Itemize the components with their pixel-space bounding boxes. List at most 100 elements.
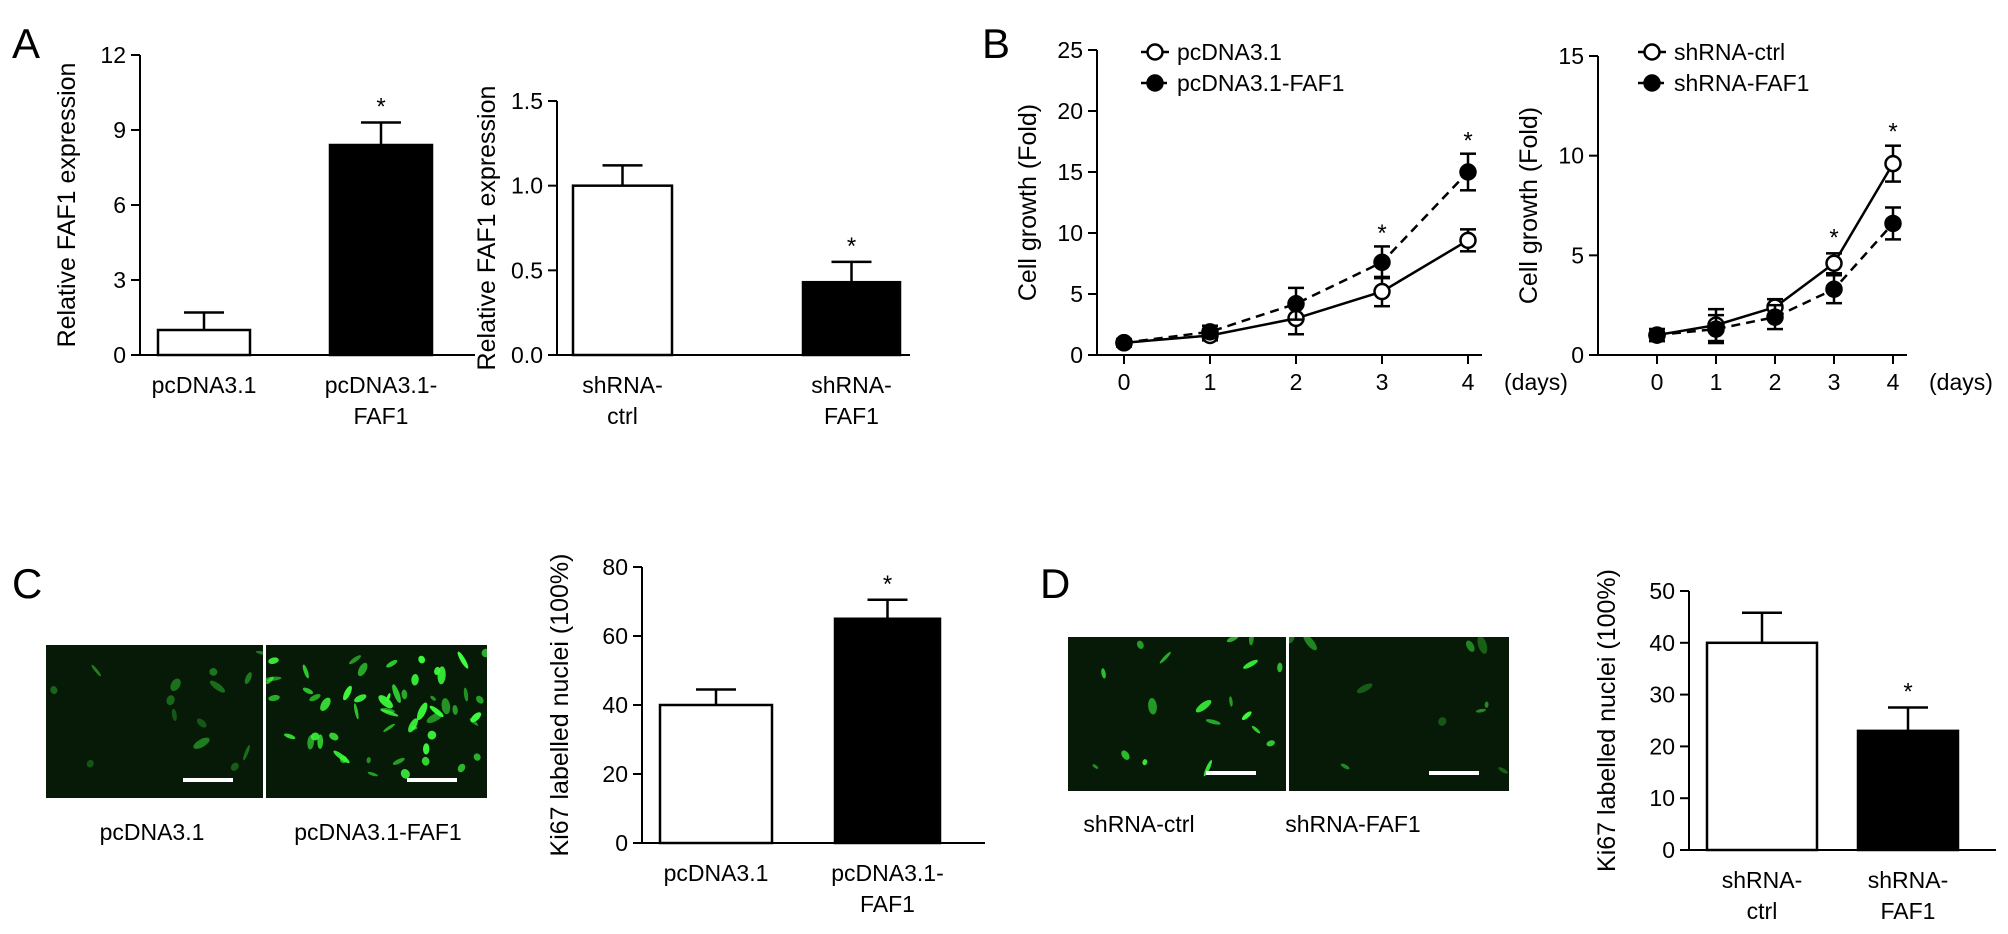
y-tick-label: 80: [602, 554, 628, 580]
panel-label-b: B: [982, 20, 1010, 67]
fluorescent-cell: [1277, 662, 1283, 673]
fluorescent-cell: [302, 664, 309, 679]
x-category-label: pcDNA3.1: [664, 860, 769, 886]
fluorescent-cell: [441, 698, 451, 715]
y-tick-label: 0: [615, 830, 628, 856]
x-unit-label: (days): [1929, 369, 1993, 395]
fluorescent-cell: [392, 684, 401, 703]
chart-b2-cell-growth: 0 5 10 15 Cell growth (Fold) 0 1 2 3 4 (days) shRNA…: [1515, 39, 1993, 395]
panel-label-a: A: [12, 20, 40, 67]
scale-bar: [407, 778, 457, 782]
micrograph-background: [1289, 637, 1509, 791]
fluorescent-cell: [1475, 708, 1486, 713]
x-category-label: shRNA-: [811, 372, 892, 398]
legend-marker: [1146, 74, 1164, 92]
fluorescent-cell: [457, 763, 466, 773]
data-point: [1825, 254, 1843, 273]
micrograph-background: [266, 645, 487, 798]
y-tick-label: 0: [1571, 342, 1584, 368]
fluorescent-cell: [209, 680, 226, 693]
data-point: [1766, 308, 1784, 326]
fluorescent-cell: [1251, 725, 1261, 734]
fluorescent-cell: [463, 687, 469, 702]
fluorescent-cell: [378, 695, 393, 709]
y-tick-label: 3: [113, 267, 126, 293]
fluorescent-cell: [1203, 760, 1213, 777]
y-tick-label: 0.0: [511, 342, 543, 368]
fluorescent-cell: [1243, 659, 1258, 669]
micro-caption-c-left: pcDNA3.1: [100, 819, 205, 845]
fluorescent-cell: [243, 745, 250, 761]
x-category-label: ctrl: [607, 403, 638, 429]
fluorescent-cell: [91, 664, 102, 677]
fluorescent-cell: [244, 672, 252, 685]
fluorescent-cell: [357, 662, 368, 677]
fluorescent-cell: [473, 753, 481, 761]
micrograph-image: [1068, 637, 1286, 791]
micrograph-background: [1068, 637, 1286, 791]
micrograph-image: [46, 645, 263, 798]
fluorescent-cell: [380, 707, 395, 713]
fluorescent-cell: [366, 757, 371, 764]
legend-marker: [1643, 43, 1661, 61]
bar: [571, 184, 674, 357]
y-tick-label: 25: [1057, 37, 1083, 63]
data-point: [1648, 326, 1666, 344]
x-category-label: ctrl: [1747, 898, 1778, 924]
y-tick-label: 5: [1571, 242, 1584, 268]
y-axis-label: Ki67 labelled nuclei (100%): [1593, 569, 1621, 872]
y-tick-label: 12: [100, 42, 126, 68]
x-tick-label: 4: [1462, 369, 1475, 395]
data-point: [1884, 214, 1902, 233]
fluorescent-cell: [171, 708, 177, 721]
data-point: [1373, 253, 1391, 272]
x-category-label: pcDNA3.1: [152, 372, 257, 398]
fluorescent-cell: [410, 726, 418, 730]
fluorescent-cell: [1205, 719, 1221, 725]
fluorescent-cell: [283, 733, 296, 740]
fluorescent-cell: [1101, 668, 1106, 679]
fluorescent-cell: [320, 697, 331, 711]
fluorescent-cell: [1142, 759, 1148, 766]
y-axis-label: Cell growth (Fold): [1014, 104, 1042, 301]
micrograph-shrna-ctrl: [1068, 637, 1286, 791]
fluorescent-cell: [481, 648, 487, 658]
legend-marker: [1146, 43, 1164, 61]
micro-caption-c-right: pcDNA3.1-FAF1: [294, 819, 461, 845]
data-point: [1884, 154, 1902, 173]
y-tick-label: 40: [1649, 630, 1675, 656]
fluorescent-cell: [1266, 740, 1275, 747]
legend-entry: pcDNA3.1: [1177, 39, 1282, 65]
fluorescent-cell: [418, 655, 426, 664]
fluorescent-cell: [421, 756, 430, 766]
panel-label-c: C: [12, 560, 42, 607]
fluorescent-cell: [268, 694, 280, 702]
scale-bar: [183, 778, 233, 782]
significance-marker: *: [1463, 127, 1472, 154]
y-tick-label: 20: [1649, 733, 1675, 759]
x-category-label: shRNA-: [1722, 867, 1803, 893]
fluorescent-cell: [266, 676, 282, 682]
scale-bar: [1429, 771, 1479, 775]
y-tick-label: 1.5: [511, 88, 543, 114]
fluorescent-cell: [411, 673, 419, 686]
significance-marker: *: [376, 94, 385, 121]
data-point: [1459, 231, 1477, 250]
y-tick-label: 15: [1057, 159, 1083, 185]
fluorescent-cell: [302, 687, 314, 695]
legend-entry: shRNA-ctrl: [1674, 39, 1785, 65]
x-category-label: FAF1: [860, 891, 915, 917]
fluorescent-cell: [193, 737, 210, 749]
fluorescent-cell: [166, 695, 175, 706]
x-tick-label: 4: [1887, 369, 1900, 395]
fluorescent-cell: [1148, 697, 1157, 715]
data-point: [1707, 320, 1725, 338]
y-tick-label: 15: [1558, 43, 1584, 69]
significance-marker: *: [1888, 119, 1897, 146]
legend-marker: [1643, 74, 1661, 92]
fluorescent-cell: [383, 723, 395, 732]
y-tick-label: 50: [1649, 578, 1675, 604]
fluorescent-cell: [1241, 711, 1252, 721]
fluorescent-cell: [470, 712, 482, 723]
